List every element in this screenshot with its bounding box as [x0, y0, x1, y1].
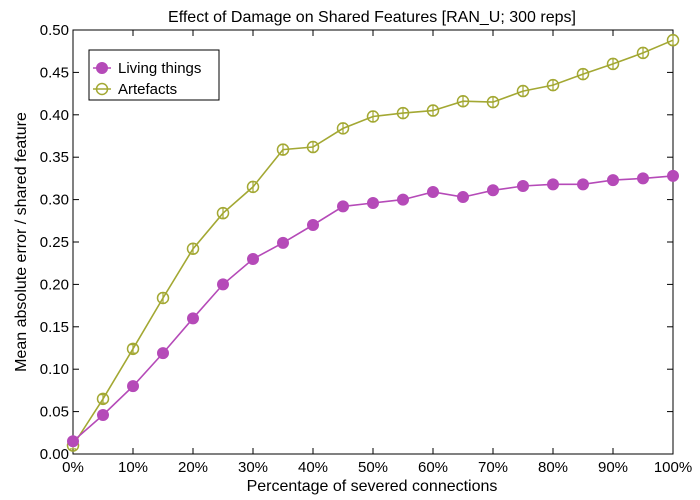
- data-point: [217, 278, 229, 291]
- x-tick-label: 10%: [118, 459, 148, 476]
- data-point: [486, 95, 500, 109]
- axis-ticks: 0% 10% 20% 30% 40% 50% 60% 70% 80% 90% 100% 0.00 0.0…: [40, 22, 692, 476]
- x-tick-label: 90%: [598, 459, 628, 476]
- data-point: [366, 110, 380, 123]
- data-point: [337, 200, 349, 213]
- data-point: [457, 191, 469, 204]
- data-point: [426, 104, 440, 117]
- data-point: [427, 185, 439, 198]
- data-point: [456, 94, 470, 108]
- legend-marker: [96, 62, 108, 74]
- series-artefacts: [66, 33, 680, 452]
- x-tick-label: 70%: [478, 459, 508, 476]
- series-living-things: [67, 169, 679, 448]
- data-point: [637, 172, 649, 185]
- data-point: [96, 392, 110, 406]
- x-tick-label: 100%: [654, 459, 692, 476]
- x-tick-label: 30%: [238, 459, 268, 476]
- data-point: [277, 236, 289, 249]
- x-tick-label: 40%: [298, 459, 328, 476]
- y-tick-label: 0.10: [40, 361, 69, 378]
- data-point: [606, 57, 620, 71]
- data-point: [336, 122, 350, 135]
- data-point: [576, 67, 590, 81]
- legend-marker: [95, 82, 109, 96]
- data-point: [126, 342, 140, 356]
- data-point: [367, 196, 379, 209]
- data-point: [517, 180, 529, 193]
- y-tick-label: 0.00: [40, 446, 69, 463]
- legend-label: Artefacts: [118, 81, 177, 98]
- x-tick-label: 20%: [178, 459, 208, 476]
- x-tick-label: 0%: [62, 459, 84, 476]
- y-tick-label: 0.05: [40, 404, 69, 421]
- y-tick-label: 0.25: [40, 234, 69, 251]
- data-point: [127, 380, 139, 393]
- data-point: [516, 84, 530, 98]
- data-point: [187, 312, 199, 325]
- chart-title: Effect of Damage on Shared Features [RAN…: [168, 9, 576, 26]
- y-tick-label: 0.35: [40, 149, 69, 166]
- legend-box: [88, 49, 220, 101]
- data-point: [186, 242, 200, 256]
- series-line: [72, 175, 674, 442]
- data-point: [306, 140, 320, 154]
- data-point: [636, 46, 650, 60]
- data-point: [246, 180, 260, 194]
- x-tick-label: 80%: [538, 459, 568, 476]
- data-point: [577, 178, 589, 191]
- y-tick-label: 0.50: [40, 22, 69, 39]
- data-point: [97, 408, 109, 421]
- data-point: [216, 206, 230, 220]
- data-point: [487, 184, 499, 197]
- data-point: [157, 347, 169, 360]
- legend-item: Artefacts: [93, 81, 177, 98]
- x-axis-title: Percentage of severed connections: [247, 478, 498, 495]
- data-point: [247, 252, 259, 265]
- legend-label: Living things: [118, 60, 201, 77]
- x-tick-label: 60%: [418, 459, 448, 476]
- data-point: [156, 291, 170, 305]
- data-point: [607, 174, 619, 187]
- x-tick-label: 50%: [358, 459, 388, 476]
- data-point: [67, 435, 79, 448]
- data-point: [546, 78, 560, 92]
- y-tick-label: 0.40: [40, 107, 69, 124]
- data-point: [667, 169, 679, 182]
- data-point: [666, 33, 680, 47]
- series-layer: [66, 33, 680, 452]
- series-line: [72, 39, 674, 446]
- y-axis-title: Mean absolute error / shared feature: [13, 112, 30, 372]
- data-point: [276, 143, 290, 156]
- legend-item: Living things: [93, 60, 201, 77]
- data-point: [396, 106, 410, 120]
- y-tick-label: 0.15: [40, 319, 69, 336]
- data-point: [397, 193, 409, 206]
- data-point: [547, 178, 559, 191]
- data-point: [307, 219, 319, 232]
- legend: Living things Artefacts: [88, 49, 220, 101]
- y-tick-label: 0.30: [40, 192, 69, 209]
- y-tick-label: 0.20: [40, 276, 69, 293]
- y-tick-label: 0.45: [40, 64, 69, 81]
